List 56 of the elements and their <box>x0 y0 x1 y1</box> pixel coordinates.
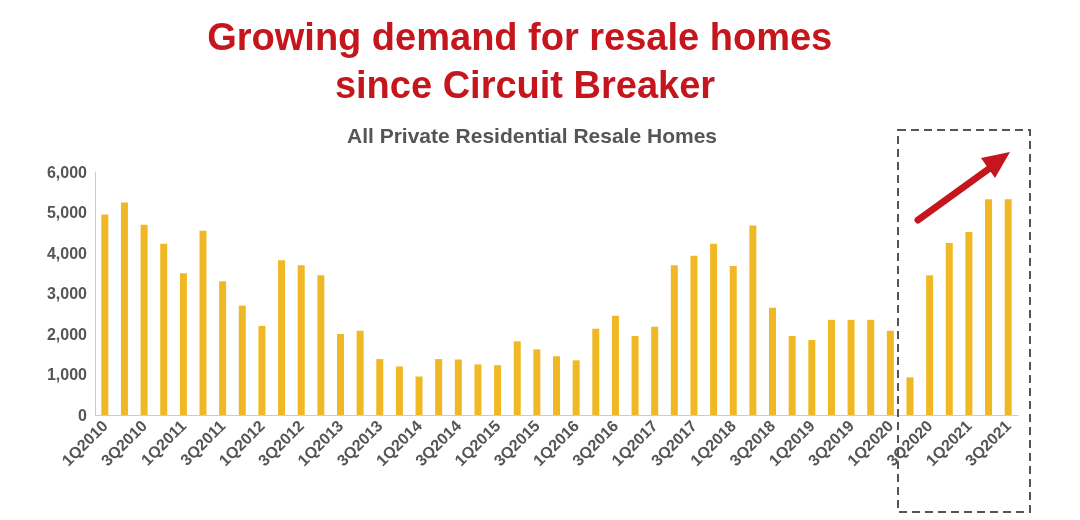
bar <box>356 330 364 415</box>
bar <box>415 376 423 415</box>
bar <box>101 214 109 415</box>
bar <box>985 199 993 415</box>
bar <box>120 202 128 415</box>
bar <box>297 265 305 415</box>
bar <box>553 356 560 415</box>
bar <box>238 305 246 415</box>
bar <box>631 336 639 415</box>
bar <box>808 340 816 415</box>
bar <box>867 319 875 415</box>
bar <box>376 359 384 415</box>
bar <box>651 326 659 415</box>
bar <box>945 242 953 415</box>
bar <box>494 365 502 415</box>
bar <box>965 231 973 415</box>
bar <box>395 366 403 415</box>
bar <box>729 265 737 415</box>
y-tick-label: 5,000 <box>46 204 88 221</box>
bar <box>788 336 796 415</box>
bar <box>592 328 600 415</box>
bar <box>454 359 462 415</box>
bar <box>847 319 855 415</box>
bar <box>219 281 227 415</box>
bar <box>278 260 286 415</box>
bar <box>513 341 521 415</box>
y-tick-label: 4,000 <box>46 244 88 262</box>
bar <box>670 265 678 415</box>
bar <box>435 359 443 415</box>
bar <box>690 255 698 415</box>
y-tick-label: 6,000 <box>46 163 88 181</box>
bar <box>572 360 580 415</box>
bar <box>179 273 187 415</box>
y-tick-label: 1,000 <box>46 366 88 383</box>
chart-subtitle: All Private Residential Resale Homes <box>347 124 717 147</box>
bar <box>199 230 207 415</box>
bar <box>710 243 718 415</box>
bar <box>258 325 266 415</box>
bar <box>611 315 619 415</box>
y-tick-label: 2,000 <box>46 325 88 343</box>
bar <box>1004 199 1012 415</box>
bar <box>886 330 894 415</box>
y-tick-label: 0 <box>78 406 88 424</box>
bar <box>317 275 325 415</box>
bar <box>926 275 934 415</box>
bar <box>769 307 777 415</box>
bar <box>906 377 914 415</box>
bar <box>160 243 168 415</box>
bar <box>336 334 344 415</box>
bar <box>533 349 541 415</box>
bar <box>474 364 482 415</box>
bar <box>140 224 148 415</box>
bar <box>827 319 835 415</box>
chart-title: Growing demand for resale homes since Circuit Breaker <box>207 16 843 106</box>
y-tick-label: 3,000 <box>46 285 88 302</box>
bar <box>749 225 757 415</box>
